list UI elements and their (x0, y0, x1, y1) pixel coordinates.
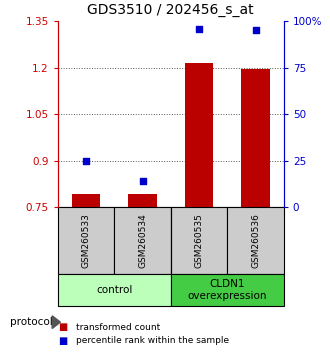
Bar (242, 69, 270, 207)
Point (83, 158, 89, 164)
Text: control: control (96, 285, 132, 295)
Bar (72, 194, 100, 207)
Bar (58, 207, 114, 274)
Bar (58, 274, 171, 306)
Text: GSM260534: GSM260534 (138, 213, 147, 268)
Point (140, 178, 145, 184)
Text: ■: ■ (58, 336, 67, 346)
Text: GSM260535: GSM260535 (194, 213, 204, 268)
Text: GSM260536: GSM260536 (251, 213, 260, 268)
Bar (185, 63, 213, 207)
Text: GSM260533: GSM260533 (82, 213, 90, 268)
Text: transformed count: transformed count (76, 323, 160, 332)
Text: CLDN1
overexpression: CLDN1 overexpression (187, 279, 267, 301)
Bar (171, 207, 227, 274)
Point (196, 26, 202, 32)
Point (253, 27, 258, 33)
Bar (114, 207, 171, 274)
Bar (128, 194, 157, 207)
Polygon shape (52, 316, 60, 329)
Text: percentile rank within the sample: percentile rank within the sample (76, 336, 229, 345)
Bar (227, 207, 284, 274)
Bar (171, 274, 284, 306)
Text: protocol: protocol (10, 317, 53, 327)
Title: GDS3510 / 202456_s_at: GDS3510 / 202456_s_at (87, 4, 254, 17)
Text: ■: ■ (58, 322, 67, 332)
